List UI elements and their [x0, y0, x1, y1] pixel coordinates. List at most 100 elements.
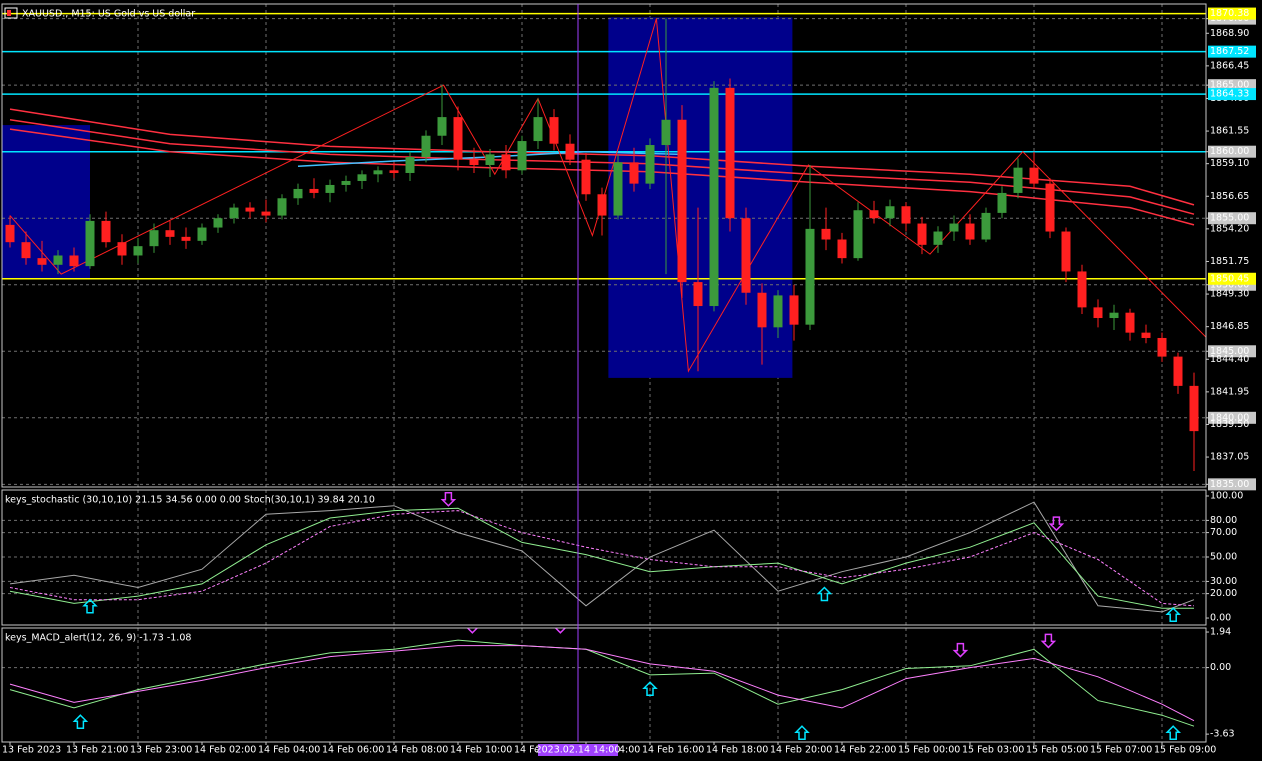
candle-body	[965, 223, 975, 240]
candle-body	[933, 231, 943, 245]
candle-body	[1093, 307, 1103, 319]
candle-body	[165, 230, 175, 237]
candle-body	[69, 255, 79, 267]
candle-body	[373, 170, 383, 175]
y-tick-label: 1841.95	[1210, 386, 1249, 397]
candle-body	[533, 117, 543, 142]
x-tick-label: 14 Feb 08:00	[386, 745, 448, 756]
crosshair-box	[538, 744, 618, 756]
signal-arrow	[440, 491, 457, 507]
candle-body	[997, 192, 1007, 213]
candle-body	[309, 188, 319, 193]
tick-box	[1208, 212, 1256, 225]
x-tick-label: 15 Feb 00:00	[898, 745, 960, 756]
y-tick-label: 20.00	[1210, 588, 1237, 599]
candle-body	[853, 210, 863, 259]
level-label: 1864.33	[1210, 89, 1249, 100]
x-tick-label: 15 Feb 07:00	[1090, 745, 1152, 756]
y-tick-label: 80.00	[1210, 515, 1237, 526]
candle-body	[485, 154, 495, 165]
y-tick-label: 50.00	[1210, 552, 1237, 563]
x-tick-label: 13 Feb 23:00	[130, 745, 192, 756]
level-box	[1208, 272, 1256, 285]
candle-body	[405, 157, 415, 173]
candle-body	[1189, 385, 1199, 432]
panel-content	[2, 628, 1206, 740]
candle-body	[357, 174, 367, 181]
candle-body	[677, 119, 687, 283]
level-label: 1850.45	[1210, 273, 1249, 284]
y-tick-label: 1851.75	[1210, 256, 1249, 267]
symbol-icon	[4, 7, 18, 19]
x-tick-label: 13 Feb 2023	[2, 745, 61, 756]
y-tick-label: 30.00	[1210, 576, 1237, 587]
y-tick-label: 1845.00	[1210, 346, 1249, 357]
candle-body	[1045, 183, 1055, 232]
y-tick-label: 100.00	[1210, 490, 1243, 501]
candle-body	[741, 218, 751, 293]
indicator-line	[9, 510, 1195, 607]
candle-body	[837, 239, 847, 259]
level-box	[1208, 45, 1256, 58]
y-tick-label: 1868.90	[1210, 28, 1249, 39]
signal-arrow	[1165, 607, 1182, 623]
level-box	[1208, 7, 1256, 20]
x-tick-label: 14 Feb 18:00	[706, 745, 768, 756]
x-tick-label: 15 Feb 05:00	[1026, 745, 1088, 756]
candle-body	[869, 210, 879, 219]
candle-body	[229, 207, 239, 219]
candle-body	[261, 211, 271, 216]
candle-body	[133, 246, 143, 256]
y-tick-label: 1855.00	[1210, 213, 1249, 224]
x-tick-label: 14 Feb 06:00	[322, 745, 384, 756]
candle-body	[1077, 271, 1087, 308]
panel-frame	[1, 3, 1207, 488]
y-tick-label: 1854.20	[1210, 223, 1249, 234]
x-tick-label: 14 Feb 02:00	[194, 745, 256, 756]
candle-body	[549, 117, 559, 144]
candle-body	[293, 188, 303, 199]
candle-body	[421, 135, 431, 158]
candle-body	[597, 194, 607, 216]
candle-body	[53, 255, 63, 265]
candle-body	[1013, 167, 1023, 193]
candle-body	[453, 117, 463, 160]
candle-body	[1125, 312, 1135, 333]
candle-body	[341, 180, 351, 185]
y-tick-label: 1835.00	[1210, 479, 1249, 490]
candle-body	[325, 184, 335, 193]
y-tick-label: 0.00	[1210, 613, 1231, 624]
signal-arrow	[642, 681, 658, 697]
candle-body	[693, 282, 703, 307]
candle-body	[469, 159, 479, 165]
x-tick-label: 14 Feb 10:00	[450, 745, 512, 756]
y-tick-label: 1849.30	[1210, 289, 1249, 300]
y-tick-label: 1860.00	[1210, 146, 1249, 157]
x-tick-label: 14 Feb 20:00	[770, 745, 832, 756]
panel-content	[2, 12, 1206, 485]
y-tick-label: 1837.05	[1210, 452, 1249, 463]
signal-arrow	[816, 586, 833, 602]
candle-body	[789, 295, 799, 325]
candle-body	[501, 154, 511, 171]
candle-body	[917, 223, 927, 245]
candle-body	[181, 236, 191, 241]
candle-body	[149, 230, 159, 247]
candle-body	[85, 220, 95, 267]
y-tick-label: -3.63	[1210, 729, 1235, 740]
level-label: 1870.38	[1210, 8, 1249, 19]
candle-body	[645, 145, 655, 184]
candle-body	[5, 224, 15, 243]
candle-body	[37, 258, 47, 265]
signal-arrow	[72, 714, 89, 729]
y-tick-label: 70.00	[1210, 527, 1237, 538]
time-zone	[2, 125, 90, 279]
signal-arrow	[82, 598, 98, 614]
level-label: 1867.52	[1210, 46, 1249, 57]
y-tick-label: 1839.50	[1210, 419, 1249, 430]
indicator-line	[9, 507, 1194, 609]
tick-box	[1208, 411, 1256, 424]
candle-body	[389, 170, 399, 173]
panel-title: keys_stochastic (30,10,10) 21.15 34.56 0…	[5, 495, 375, 506]
candle-body	[1173, 356, 1183, 386]
